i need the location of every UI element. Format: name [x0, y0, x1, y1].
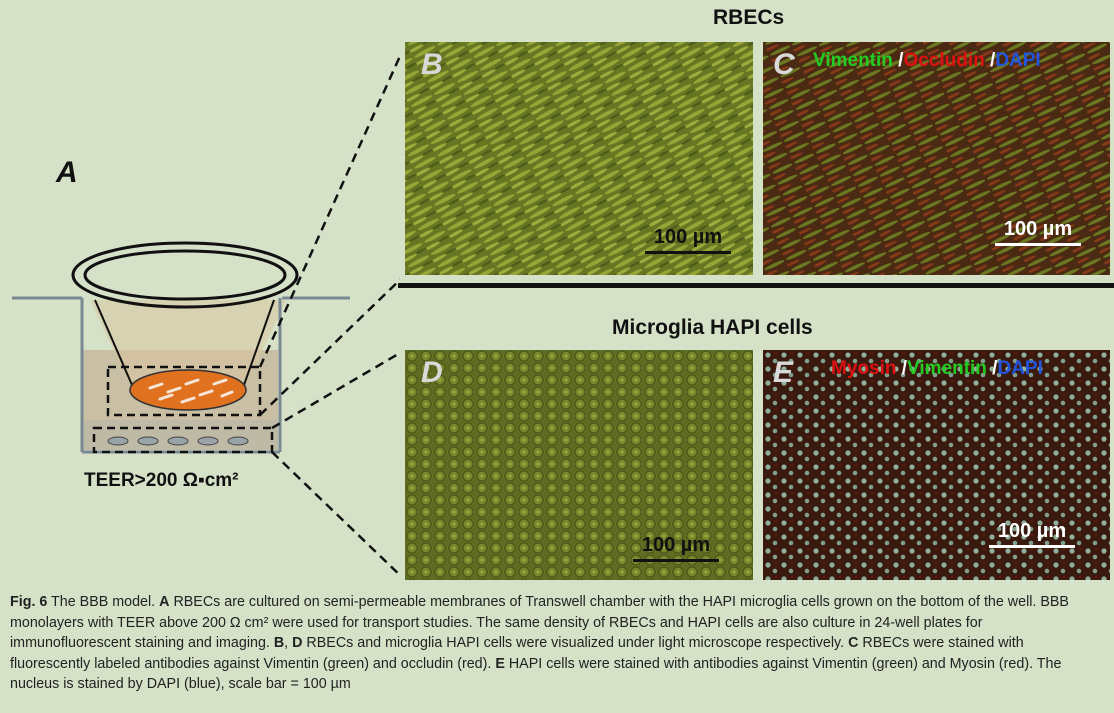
panel-c-scalebar: 100 µm	[995, 218, 1081, 246]
stain-sep: /	[986, 358, 998, 379]
caption-segment: RBECs were stained with fluorescently la…	[10, 635, 1024, 672]
caption-segment: HAPI cells were stained with antibodies …	[10, 655, 1062, 693]
panel-e-micrograph: E Myosin /Vimentin /DAPI 100 µm	[763, 350, 1110, 580]
caption-segment: RBECs are cultured on semi-permeable mem…	[10, 594, 1069, 651]
caption-segment: RBECs and microglia HAPI cells were visu…	[302, 635, 849, 651]
figure-number: Fig. 6	[10, 594, 48, 610]
stain-dapi: DAPI	[997, 358, 1043, 379]
stain-sep: /	[892, 50, 904, 71]
stain-vimentin: Vimentin	[813, 50, 893, 71]
panel-e-label: E	[773, 356, 794, 389]
panel-c-scale-text: 100 µm	[1003, 218, 1073, 240]
divider-line	[398, 283, 1114, 288]
caption-segment: The BBB model.	[47, 594, 160, 610]
stain-dapi: DAPI	[995, 50, 1041, 71]
panel-c-micrograph: C Vimentin /Occludin /DAPI 100 µm	[763, 42, 1110, 275]
caption-panel-ref: A	[159, 594, 170, 610]
caption-panel-ref: B	[273, 635, 285, 651]
panel-d-micrograph: D 100 µm	[405, 350, 753, 580]
teer-label: TEER>200 Ω▪cm²	[84, 470, 239, 491]
transwell-diagram	[12, 53, 400, 577]
row-title-rbecs: RBECs	[713, 6, 785, 29]
stain-sep: /	[984, 50, 996, 71]
caption-panel-ref: E	[495, 655, 505, 672]
panel-d-scale-text: 100 µm	[641, 534, 711, 556]
stain-vimentin: Vimentin	[907, 358, 987, 379]
panel-b-scalebar: 100 µm	[645, 226, 731, 254]
panel-e-scale-text: 100 µm	[997, 520, 1067, 542]
caption-panel-ref: C	[848, 635, 859, 651]
panel-c-label: C	[773, 48, 795, 81]
panel-b-micrograph: B 100 µm	[405, 42, 753, 275]
row-title-microglia: Microglia HAPI cells	[612, 316, 813, 339]
caption-segment: ,	[284, 635, 293, 651]
panel-e-scalebar: 100 µm	[989, 520, 1075, 548]
panel-d-scalebar: 100 µm	[633, 534, 719, 562]
panel-b-scale-text: 100 µm	[653, 226, 723, 248]
panel-d-label: D	[421, 356, 443, 389]
panel-c-stain-legend: Vimentin /Occludin /DAPI	[813, 50, 1041, 72]
caption-panel-ref: D	[292, 635, 303, 651]
stain-occludin: Occludin	[903, 50, 985, 71]
stain-sep: /	[896, 358, 908, 379]
panel-b-label: B	[421, 48, 443, 81]
panel-a-label: A	[56, 156, 78, 189]
figure-caption: Fig. 6 The BBB model. A RBECs are cultur…	[10, 592, 1106, 695]
panel-a: A	[0, 0, 400, 590]
stain-myosin: Myosin	[831, 358, 897, 379]
panel-e-stain-legend: Myosin /Vimentin /DAPI	[831, 358, 1043, 380]
